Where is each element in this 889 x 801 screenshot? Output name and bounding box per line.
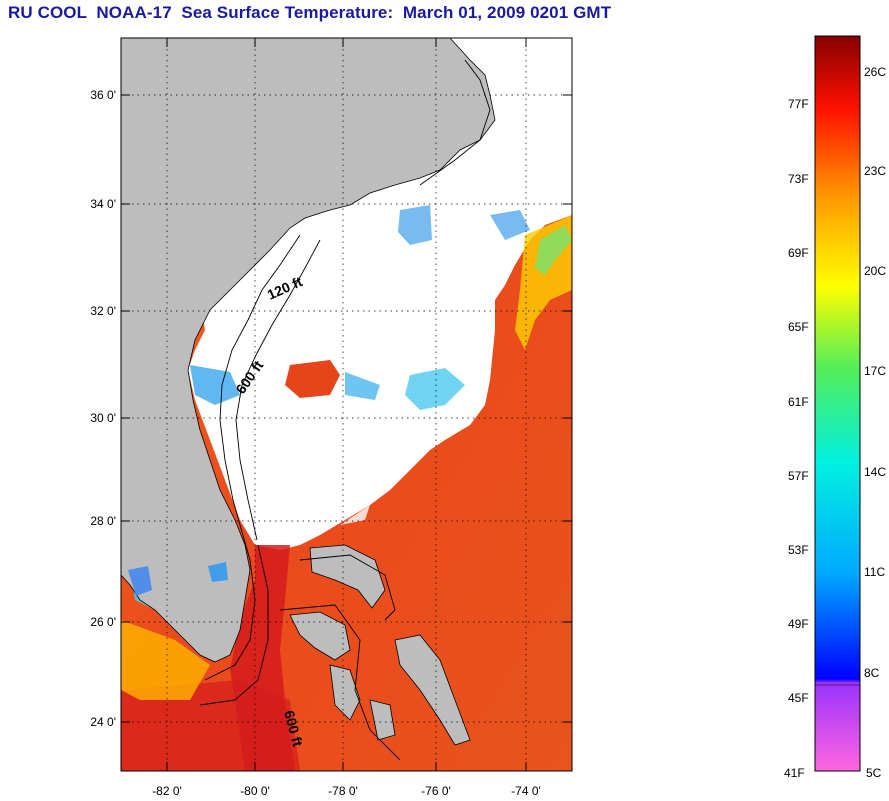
fahrenheit-label: 49F (788, 617, 809, 631)
plot-area (121, 38, 572, 771)
lat-label: 32 0' (90, 304, 116, 318)
lon-label: -82 0' (152, 784, 182, 798)
fahrenheit-label: 69F (788, 246, 809, 260)
fahrenheit-label: 53F (788, 543, 809, 557)
longitude-labels: -82 0' -80 0' -78 0' -76 0' -74 0' (152, 784, 541, 798)
fahrenheit-label: 73F (788, 172, 809, 186)
fahrenheit-label: 65F (788, 320, 809, 334)
plot-frame (120, 37, 573, 772)
fahrenheit-label: 57F (788, 469, 809, 483)
bahamas-islands (289, 544, 471, 746)
page-title: RU COOL NOAA-17 Sea Surface Temperature:… (8, 3, 612, 22)
land-us-coast (121, 38, 496, 663)
bathymetry-contours (199, 59, 491, 761)
graticule (121, 38, 572, 771)
celsius-label: 8C (864, 666, 880, 680)
fahrenheit-label: 45F (788, 691, 809, 705)
lat-label: 30 0' (90, 411, 116, 425)
celsius-label: 14C (864, 465, 887, 479)
lon-label: -74 0' (511, 784, 541, 798)
latitude-labels: 36 0' 34 0' 32 0' 30 0' 28 0' 26 0' 24 0… (90, 88, 116, 729)
celsius-label: 23C (864, 164, 887, 178)
lon-label: -80 0' (240, 784, 270, 798)
fahrenheit-label: 61F (788, 395, 809, 409)
lon-label: -76 0' (421, 784, 451, 798)
axis-ticks (121, 38, 572, 771)
colorbar (814, 35, 861, 772)
celsius-label: 11C (864, 565, 886, 579)
celsius-label: 26C (864, 65, 887, 79)
lon-label: -78 0' (328, 784, 358, 798)
lat-label: 28 0' (90, 514, 116, 528)
celsius-label: 20C (864, 264, 887, 278)
lat-label: 24 0' (90, 715, 116, 729)
lat-label: 36 0' (90, 88, 116, 102)
celsius-label: 5C (866, 766, 882, 780)
lat-label: 26 0' (90, 615, 116, 629)
fahrenheit-label: 41F (784, 766, 805, 780)
celsius-label: 17C (864, 364, 887, 378)
lat-label: 34 0' (90, 197, 116, 211)
fahrenheit-label: 77F (788, 97, 809, 111)
